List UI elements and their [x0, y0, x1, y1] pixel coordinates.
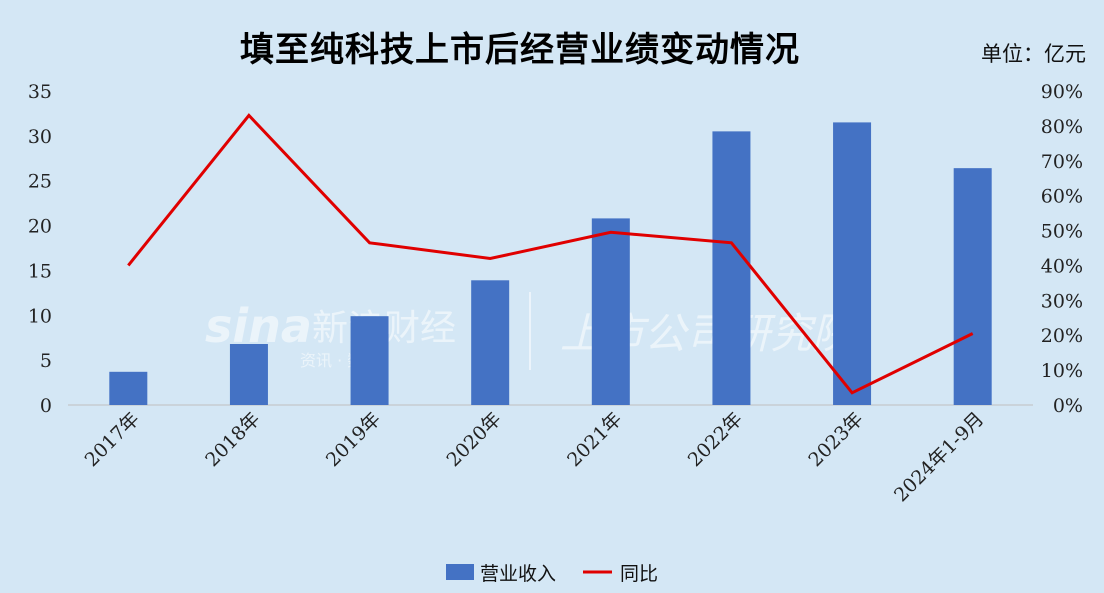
- x-category-label: 2017年: [81, 408, 144, 471]
- x-axis-labels: 2017年 2018年 2019年 2020年 2021年 2022年 2023年 2024年…: [81, 408, 989, 506]
- x-category-label: 2022年: [684, 408, 747, 471]
- y-left-tick-label: 5: [40, 350, 52, 372]
- bar-revenue: [109, 371, 148, 405]
- chart-title: 填至纯科技上市后经营业绩变动情况: [240, 30, 800, 70]
- y-left-tick-label: 20: [28, 216, 52, 238]
- line-yoy: [127, 113, 974, 395]
- y-right-tick-label: 40%: [1041, 255, 1083, 277]
- y-left-tick-label: 15: [28, 260, 52, 282]
- y-left-tick-label: 30: [28, 126, 52, 148]
- y-left-tick-label: 10: [28, 305, 52, 327]
- bar-revenue: [350, 316, 389, 405]
- bar-revenue: [712, 131, 751, 405]
- y-right-tick-label: 50%: [1041, 221, 1083, 243]
- legend-swatch-bar: [446, 564, 474, 580]
- y-left-tick-label: 35: [28, 81, 52, 103]
- x-category-label: 2019年: [322, 408, 385, 471]
- y-right-tick-label: 20%: [1041, 325, 1083, 347]
- x-category-label: 2020年: [443, 408, 506, 471]
- unit-label: 单位：亿元: [981, 42, 1086, 66]
- y-right-tick-label: 30%: [1041, 290, 1083, 312]
- y-right-tick-label: 60%: [1041, 186, 1083, 208]
- y-right-tick-label: 0%: [1053, 395, 1083, 417]
- bar-revenue: [833, 122, 872, 406]
- x-category-label: 2018年: [201, 408, 264, 471]
- legend-label-bar: 营业收入: [480, 563, 556, 585]
- x-category-label: 2024年1-9月: [890, 408, 988, 506]
- bar-revenue: [229, 343, 268, 405]
- bar-series: [109, 122, 992, 406]
- y-right-tick-label: 90%: [1041, 81, 1083, 103]
- y-axis-left: 35 30 25 20 15 10 5 0: [28, 81, 52, 417]
- legend: 营业收入 同比: [446, 563, 658, 585]
- x-category-label: 2021年: [563, 408, 626, 471]
- line-series: [127, 113, 974, 395]
- y-right-tick-label: 80%: [1041, 116, 1083, 138]
- y-left-tick-label: 0: [40, 395, 52, 417]
- bar-revenue: [471, 280, 510, 405]
- y-right-tick-label: 70%: [1041, 151, 1083, 173]
- bar-revenue: [591, 218, 630, 405]
- y-left-tick-label: 25: [28, 171, 52, 193]
- y-axis-right: 90% 80% 70% 60% 50% 40% 30% 20% 10% 0%: [1041, 81, 1083, 417]
- x-category-label: 2023年: [804, 408, 867, 471]
- watermark: sina 新浪财经 资讯 · 数据 上市公司研究院: [205, 292, 860, 370]
- y-right-tick-label: 10%: [1041, 360, 1083, 382]
- legend-label-line: 同比: [620, 563, 658, 585]
- bar-revenue: [953, 168, 992, 405]
